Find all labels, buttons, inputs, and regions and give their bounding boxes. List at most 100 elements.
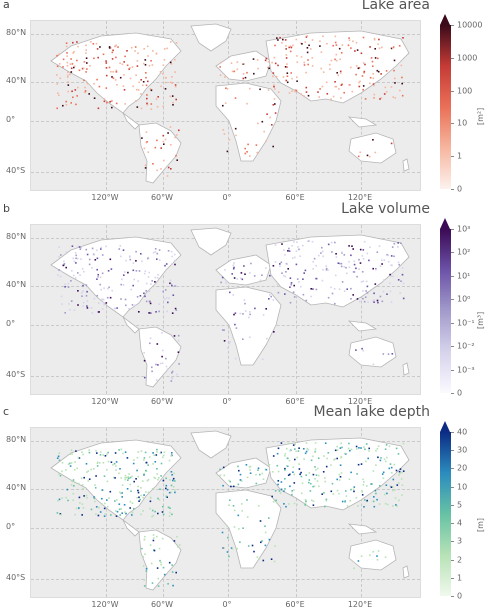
lake-pixel xyxy=(330,464,332,466)
lake-pixel xyxy=(390,466,393,469)
colorbar xyxy=(440,229,451,393)
lake-pixel xyxy=(313,485,316,488)
lake-pixel xyxy=(249,272,251,274)
lake-pixel xyxy=(280,481,283,483)
lake-pixel xyxy=(86,62,88,64)
lake-pixel xyxy=(313,257,316,260)
lake-pixel xyxy=(236,61,239,63)
lake-pixel xyxy=(283,503,285,505)
lake-pixel xyxy=(121,496,123,498)
lake-pixel xyxy=(58,256,60,258)
lake-pixel xyxy=(120,508,122,510)
lake-pixel xyxy=(174,491,176,494)
lake-pixel xyxy=(131,502,134,504)
lake-pixel xyxy=(392,96,394,98)
lake-pixel xyxy=(305,36,308,38)
lake-pixel xyxy=(274,244,277,246)
lake-pixel xyxy=(246,102,248,105)
lake-pixel xyxy=(373,292,375,295)
lake-pixel xyxy=(157,478,159,481)
lake-pixel xyxy=(272,265,275,267)
lake-pixel xyxy=(124,298,127,301)
lake-pixel xyxy=(62,66,64,68)
parallel-gridline xyxy=(31,121,420,122)
lake-pixel xyxy=(146,45,149,48)
lake-pixel xyxy=(88,449,90,451)
lake-pixel xyxy=(356,49,359,51)
lake-pixel xyxy=(288,250,291,252)
lake-pixel xyxy=(172,584,174,587)
lake-pixel xyxy=(226,525,228,527)
lake-pixel xyxy=(171,372,173,374)
lake-pixel xyxy=(360,555,363,557)
lake-pixel xyxy=(298,281,300,283)
lake-pixel xyxy=(101,497,103,500)
lake-pixel xyxy=(281,272,283,274)
lake-pixel xyxy=(389,463,392,465)
lake-pixel xyxy=(174,285,176,287)
lake-pixel xyxy=(362,88,364,91)
lake-pixel xyxy=(305,71,307,74)
lake-pixel xyxy=(335,253,337,255)
lake-pixel xyxy=(312,504,315,506)
lake-pixel xyxy=(127,479,129,481)
lake-pixel xyxy=(59,474,62,477)
lake-pixel xyxy=(96,294,99,297)
lake-pixel xyxy=(336,478,338,481)
lake-pixel xyxy=(112,71,114,73)
lake-pixel xyxy=(82,507,85,509)
lake-pixel xyxy=(285,447,288,450)
lake-pixel xyxy=(129,500,132,503)
lake-pixel xyxy=(268,67,270,70)
lake-pixel xyxy=(155,454,158,456)
lake-pixel xyxy=(221,276,224,279)
lake-pixel xyxy=(151,509,154,512)
lake-pixel xyxy=(107,287,109,290)
lake-pixel xyxy=(284,469,286,471)
lake-pixel xyxy=(105,245,107,248)
lake-pixel xyxy=(362,249,365,251)
colorbar-tick-label: 10⁻¹ xyxy=(457,318,475,328)
lake-pixel xyxy=(170,41,172,43)
lake-pixel xyxy=(361,347,363,350)
lake-pixel xyxy=(325,499,328,502)
lake-pixel xyxy=(375,268,377,271)
lake-pixel xyxy=(271,124,273,126)
lake-pixel xyxy=(323,455,325,457)
lake-pixel xyxy=(162,479,165,482)
lake-pixel xyxy=(366,285,369,288)
lake-pixel xyxy=(84,86,86,89)
lake-pixel xyxy=(277,39,279,41)
lake-pixel xyxy=(169,479,171,481)
lake-pixel xyxy=(350,254,352,257)
meridian-gridline xyxy=(106,21,107,190)
lake-pixel xyxy=(176,159,178,161)
lake-pixel xyxy=(232,485,235,488)
lake-pixel xyxy=(314,448,317,450)
lake-pixel xyxy=(334,241,336,244)
lake-pixel xyxy=(300,56,303,58)
parallel-gridline xyxy=(31,325,420,326)
lake-pixel xyxy=(86,305,88,307)
lake-pixel xyxy=(305,299,308,302)
lake-pixel xyxy=(257,505,260,507)
lake-pixel xyxy=(401,94,404,97)
lake-pixel xyxy=(169,279,172,282)
lake-pixel xyxy=(303,448,305,450)
colorbar-tick-label: 1 xyxy=(457,573,463,583)
colorbar-tick xyxy=(451,57,454,59)
parallel-gridline xyxy=(31,82,420,83)
lake-pixel xyxy=(172,477,175,480)
lake-pixel xyxy=(136,65,139,67)
lake-pixel xyxy=(258,558,260,560)
lake-pixel xyxy=(96,268,98,271)
lake-pixel xyxy=(149,342,151,345)
lake-pixel xyxy=(390,486,393,488)
lake-pixel xyxy=(243,299,246,301)
lake-pixel xyxy=(365,280,368,283)
lake-pixel xyxy=(94,259,97,261)
lake-pixel xyxy=(284,254,286,256)
colorbar-tick xyxy=(451,90,454,92)
lake-pixel xyxy=(358,85,361,88)
lake-pixel xyxy=(333,288,336,290)
